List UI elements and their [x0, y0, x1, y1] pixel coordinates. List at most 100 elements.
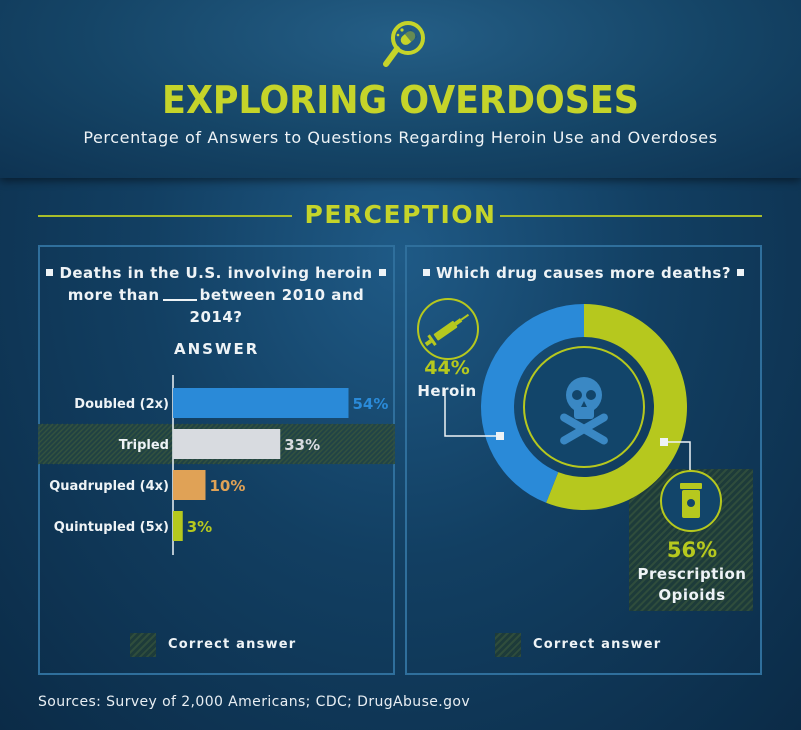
opioids-callout-line	[664, 441, 691, 470]
hatch-line	[302, 423, 344, 465]
hatch-line	[62, 423, 104, 465]
hatch-line	[282, 423, 324, 465]
bullet-square-icon	[737, 268, 745, 276]
value-label: 33%	[284, 436, 320, 454]
hatch-line	[112, 423, 154, 465]
right-panel	[405, 245, 762, 675]
hatch-line	[127, 423, 169, 465]
skull-crossbones-icon	[560, 377, 608, 445]
hatch-line	[342, 423, 384, 465]
hatch-line	[87, 423, 129, 465]
pill-bottle-icon	[680, 483, 702, 518]
bar	[173, 511, 183, 541]
heroin-marker	[496, 432, 504, 440]
hatch-line	[352, 423, 394, 465]
hatch-line	[67, 423, 109, 465]
hatch-line	[82, 423, 124, 465]
question-line-1: Deaths in the U.S. involving heroin	[59, 264, 373, 282]
question-text: Which drug causes more deaths?	[435, 264, 732, 282]
bar-chart: Doubled (2x) 54% Tripled 33% Quadrupled (4x)…	[38, 375, 395, 555]
hatch-line	[117, 423, 159, 465]
hatch-line	[297, 423, 339, 465]
hatch-line	[57, 423, 99, 465]
hatch-line	[367, 435, 395, 465]
syringe-icon	[424, 313, 470, 347]
hatch-line	[337, 423, 379, 465]
hatch-line	[77, 423, 119, 465]
value-label: 3%	[187, 518, 212, 536]
left-question: Deaths in the U.S. involving heroin more…	[40, 262, 392, 328]
bar	[173, 429, 281, 459]
hatch-line	[132, 423, 174, 465]
blank-line	[162, 299, 197, 301]
hatch-line	[317, 423, 359, 465]
bullet-square-icon	[422, 268, 430, 276]
hatch-line	[122, 423, 164, 465]
hatch-line	[387, 455, 395, 465]
bullet-square-icon	[378, 268, 386, 276]
category-label: Quadrupled (4x)	[49, 479, 169, 494]
heroin-label: Heroin	[417, 382, 477, 400]
section-divider-left	[38, 215, 292, 217]
hatch-line	[277, 423, 319, 465]
heroin-callout-line	[444, 390, 500, 437]
magnifier-pill-icon	[383, 21, 425, 67]
hatch-line	[38, 423, 64, 451]
section-title: PERCEPTION	[304, 200, 497, 229]
legend-label: Correct answer	[168, 637, 297, 652]
opioids-label-1: Prescription	[637, 565, 747, 583]
hatch-line	[287, 423, 329, 465]
hatch-line	[38, 423, 49, 436]
hatch-line	[312, 423, 354, 465]
syringe-icon-ring	[417, 298, 479, 360]
hatch-line	[357, 425, 395, 465]
hatch-line	[102, 423, 144, 465]
category-label: Quintupled (5x)	[54, 520, 169, 535]
hatch-line	[38, 423, 69, 456]
hatch-line	[322, 423, 364, 465]
donut-slice	[481, 304, 584, 503]
heroin-pct: 44%	[424, 357, 470, 379]
donut-chart	[417, 298, 753, 611]
page-subtitle: Percentage of Answers to Questions Regar…	[83, 128, 718, 147]
bar	[173, 388, 349, 418]
hatch-line	[42, 423, 84, 465]
hatch-line	[38, 423, 79, 465]
hatch-line	[347, 423, 389, 465]
hatch-line	[362, 430, 395, 465]
question-line-2a: more than	[67, 286, 160, 304]
value-label: 54%	[353, 395, 389, 413]
hatch-line	[107, 423, 149, 465]
legend-label: Correct answer	[533, 637, 662, 652]
correct-answer-swatch	[130, 633, 156, 657]
question-line-3: 2014?	[189, 308, 243, 326]
page-title: EXPLORING OVERDOSES	[162, 78, 639, 122]
correct-answer-swatch	[495, 633, 521, 657]
opioids-pct: 56%	[666, 538, 718, 562]
hatch-line	[332, 423, 374, 465]
hatch-line	[377, 445, 395, 465]
category-label: Doubled (2x)	[74, 397, 169, 412]
hatch-line	[47, 423, 89, 465]
value-label: 10%	[210, 477, 246, 495]
hatch-line	[38, 423, 74, 461]
category-label: Tripled	[119, 438, 169, 453]
hatch-line	[92, 423, 134, 465]
hatch-line	[38, 423, 54, 441]
hatch-line	[327, 423, 369, 465]
sources-note: Sources: Survey of 2,000 Americans; CDC;…	[38, 694, 471, 710]
opioids-marker	[660, 438, 668, 446]
right-question: Which drug causes more deaths?	[406, 262, 761, 284]
answer-label: ANSWER	[174, 340, 260, 358]
hatch-line	[72, 423, 114, 465]
hatch-line	[372, 440, 395, 465]
bar	[173, 470, 206, 500]
donut-slice	[546, 304, 687, 510]
hatch-line	[137, 423, 179, 465]
bullet-square-icon	[46, 268, 54, 276]
hatch-line	[382, 450, 395, 465]
hatch-line	[307, 423, 349, 465]
hatch-line	[38, 423, 59, 446]
hatch-line	[97, 423, 139, 465]
section-divider-right	[500, 215, 762, 217]
